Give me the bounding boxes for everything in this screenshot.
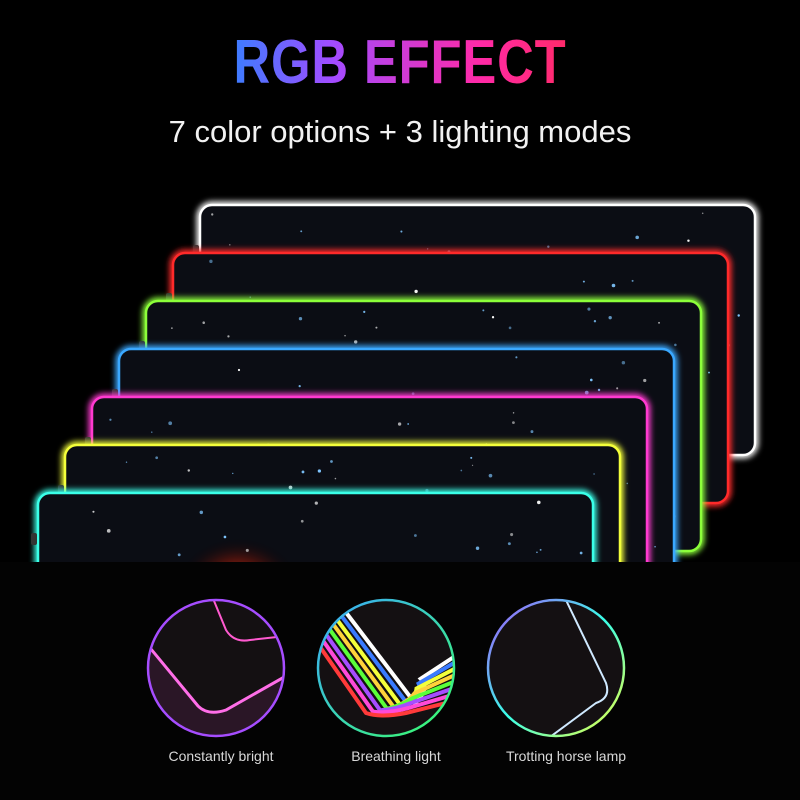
- mode-circle-3: [486, 598, 626, 738]
- mode-label-trotting: Trotting horse lamp: [505, 748, 627, 764]
- mode-circle-1: [146, 598, 286, 738]
- mode-label-constant: Constantly bright: [168, 748, 274, 764]
- headline: RGB EFFECT: [72, 28, 728, 98]
- mode-circle-2: [316, 598, 456, 738]
- mousepad-7: [31, 489, 597, 562]
- mode-label-breathing: Breathing light: [351, 748, 441, 764]
- subheadline: 7 color options + 3 lighting modes: [168, 114, 632, 149]
